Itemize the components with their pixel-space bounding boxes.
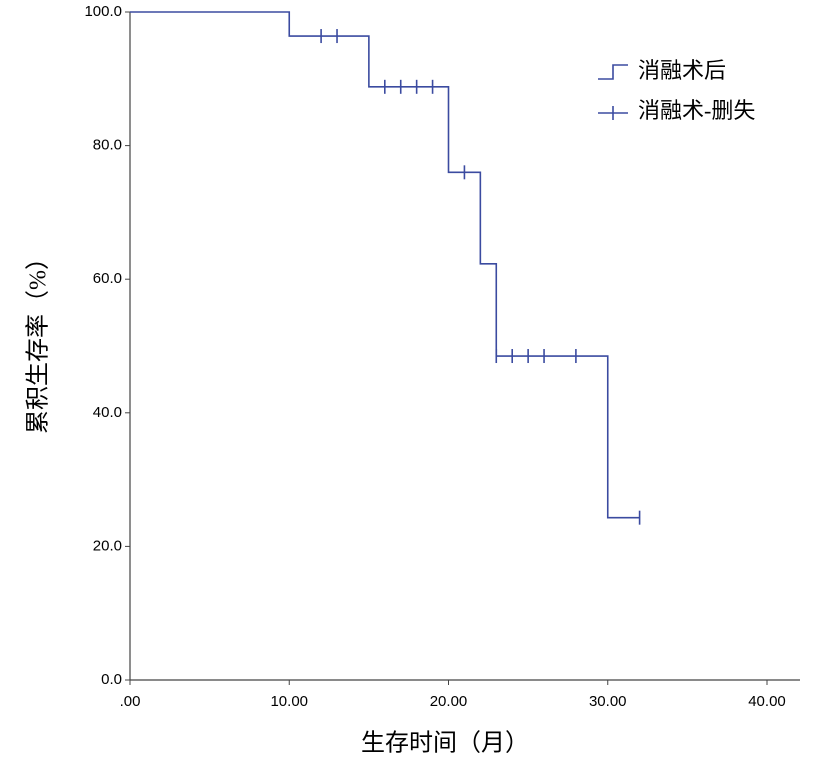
legend-label: 消融术后 [638, 58, 726, 83]
y-tick-label: 40.0 [93, 404, 122, 421]
x-tick-label: .00 [120, 693, 141, 710]
x-axis-label: 生存时间（月） [361, 730, 529, 757]
x-tick-label: 40.00 [748, 693, 786, 710]
y-tick-label: 0.0 [101, 671, 122, 688]
y-tick-label: 80.0 [93, 137, 122, 154]
legend-swatch [598, 64, 628, 80]
x-tick-label: 10.00 [270, 693, 308, 710]
y-tick-label: 20.0 [93, 537, 122, 554]
legend-label: 消融术-删失 [638, 98, 755, 123]
y-axis-label: 累积生存率（%） [25, 246, 52, 434]
x-tick-label: 20.00 [430, 693, 468, 710]
y-tick-label: 100.0 [84, 3, 122, 20]
y-tick-label: 60.0 [93, 270, 122, 287]
x-tick-label: 30.00 [589, 693, 627, 710]
